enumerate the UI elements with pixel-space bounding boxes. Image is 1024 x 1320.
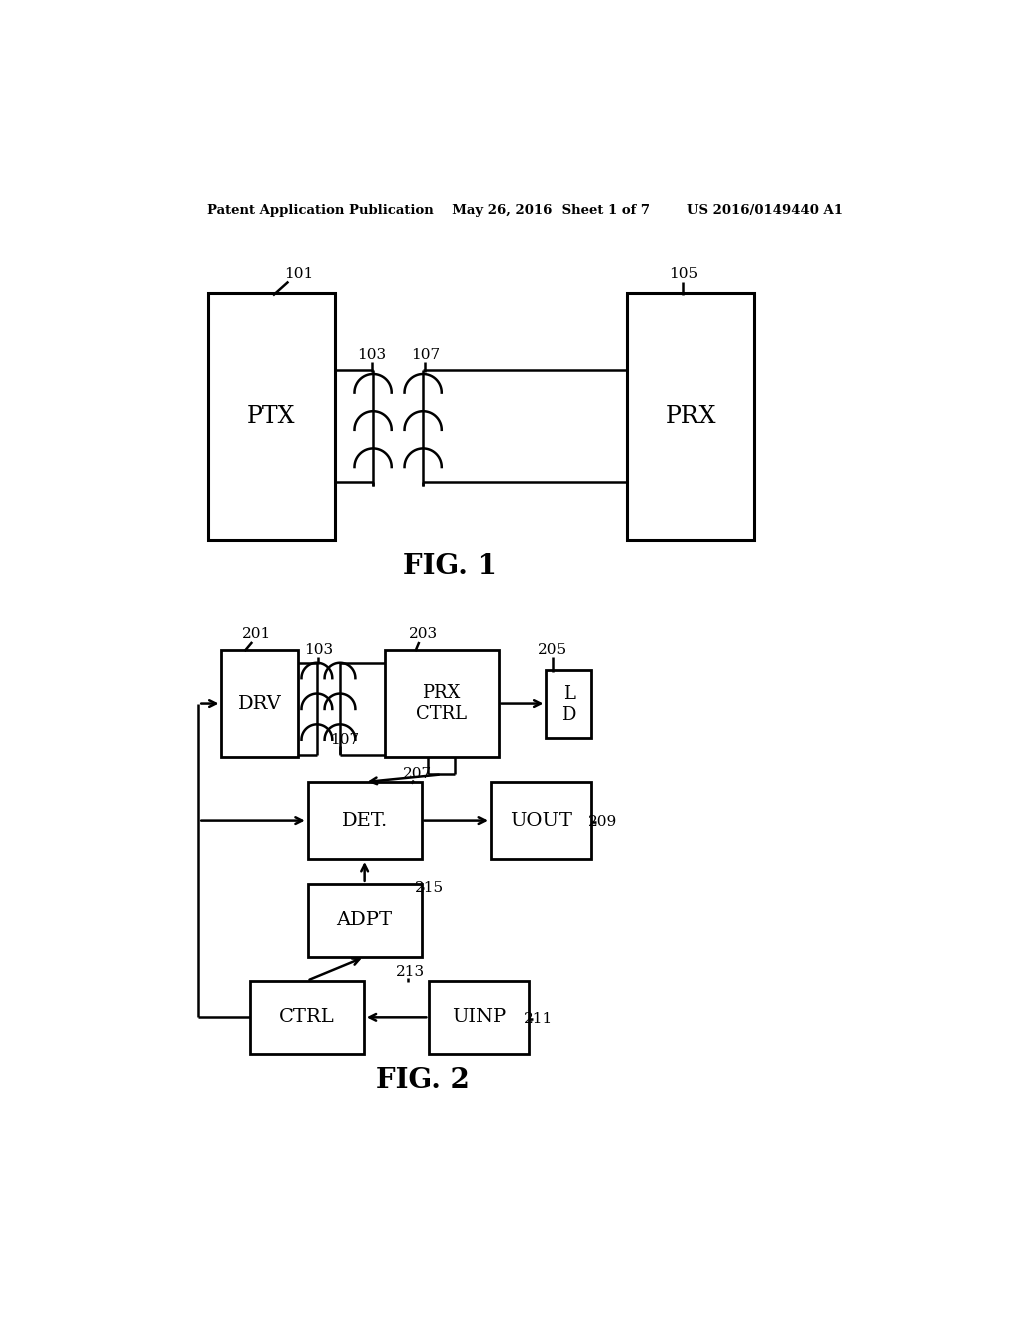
Bar [208,293,335,540]
Text: DET.: DET. [342,812,388,829]
Text: 105: 105 [669,267,698,281]
Bar [547,671,591,738]
Text: L
D: L D [561,685,575,723]
Text: 103: 103 [304,643,333,656]
Bar [385,649,499,758]
Text: 107: 107 [330,733,359,747]
Text: 209: 209 [588,816,617,829]
Text: PTX: PTX [247,405,295,428]
Text: 101: 101 [284,267,313,281]
Text: 207: 207 [402,767,431,781]
Text: 201: 201 [242,627,270,642]
Text: ADPT: ADPT [337,911,392,929]
Text: FIG. 2: FIG. 2 [376,1068,470,1094]
Text: DRV: DRV [238,694,282,713]
Bar [628,293,755,540]
Bar [490,781,591,859]
Bar [307,884,422,957]
Text: FIG. 1: FIG. 1 [403,553,497,579]
Text: 205: 205 [538,643,567,656]
Text: UOUT: UOUT [510,812,572,829]
Text: 211: 211 [524,1012,553,1026]
Text: 103: 103 [357,347,386,362]
Bar [429,981,529,1053]
Text: UINP: UINP [453,1008,507,1027]
Text: CTRL: CTRL [279,1008,335,1027]
Text: PRX: PRX [666,405,716,428]
Text: 215: 215 [415,882,443,895]
Text: PRX
CTRL: PRX CTRL [416,684,467,723]
Text: 213: 213 [395,965,425,979]
Bar [250,981,364,1053]
Text: Patent Application Publication    May 26, 2016  Sheet 1 of 7        US 2016/0149: Patent Application Publication May 26, 2… [207,205,843,218]
Text: 107: 107 [411,347,440,362]
Bar [307,781,422,859]
Bar [221,649,298,758]
Text: 203: 203 [409,627,437,642]
